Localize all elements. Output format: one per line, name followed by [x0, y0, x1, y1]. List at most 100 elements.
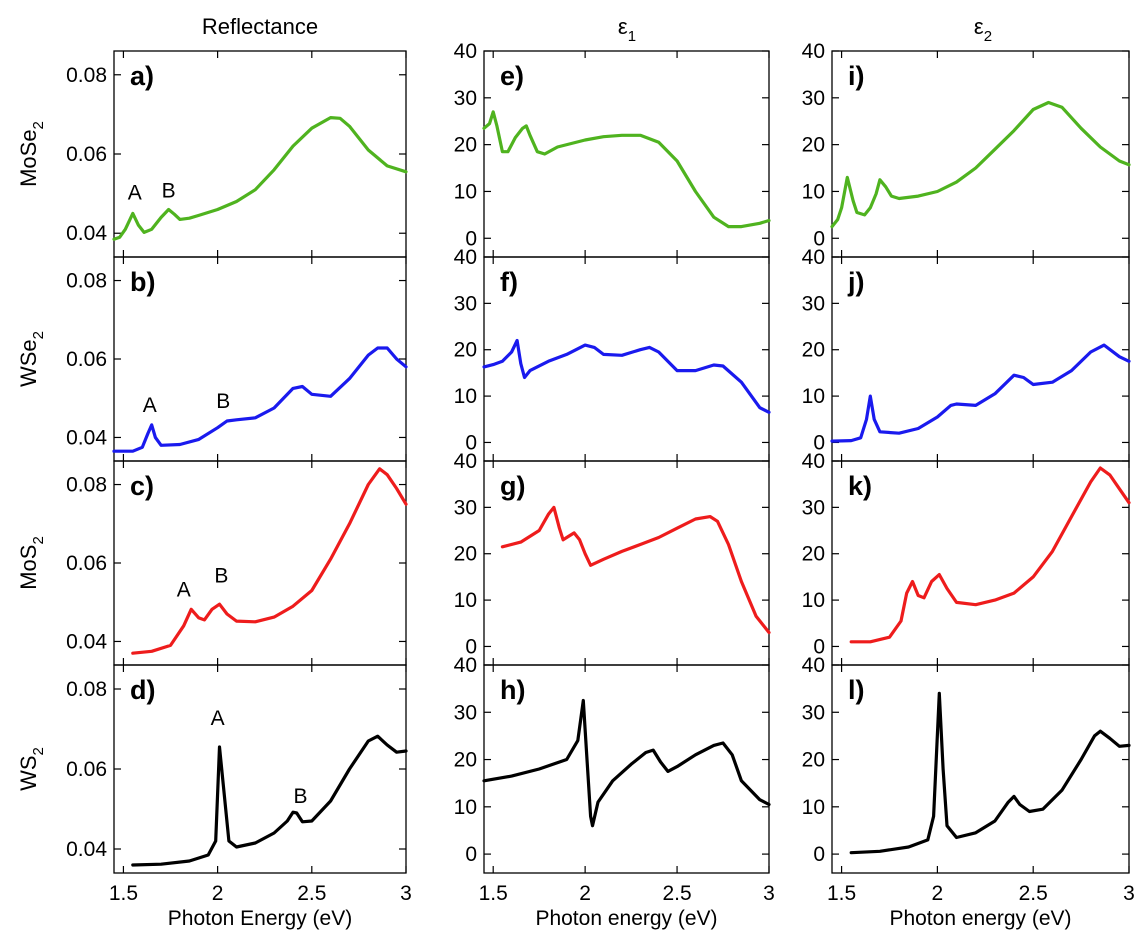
- panel-j-ytick-label: 10: [802, 385, 825, 408]
- panel-f-ytick-label: 0: [465, 431, 477, 454]
- panel-j-ytick-label: 40: [802, 246, 825, 269]
- column-title-1-main: Reflectance: [202, 14, 318, 39]
- panel-i-series-line: [830, 100, 1131, 229]
- panel-f-ytick-label: 20: [454, 339, 477, 362]
- panel-i-ytick-label: 10: [802, 180, 825, 203]
- column-title-2-subscript: 1: [628, 28, 636, 45]
- panel-e-label: e): [500, 61, 524, 91]
- panel-a-ytick-label: 0.06: [66, 143, 107, 166]
- panel-b-ytick-label: 0.06: [66, 348, 107, 371]
- column-title-2-main: ε: [618, 14, 628, 39]
- panel-e-ytick-label: 30: [454, 87, 477, 110]
- row-label-2-main: WSe: [16, 339, 41, 387]
- panel-b-peak-B: B: [216, 390, 230, 413]
- panel-c-peak-B: B: [214, 565, 228, 588]
- panel-h-frame: [483, 664, 770, 874]
- panel-d-xtick-label: 2: [212, 882, 224, 905]
- panel-h-ytick-label: 20: [454, 749, 477, 772]
- x-axis-title-3: Photon energy (eV): [889, 907, 1071, 930]
- panel-j-ytick-label: 30: [802, 292, 825, 315]
- panel-b-ytick-label: 0.04: [66, 426, 107, 449]
- row-label-4-main: WS: [16, 755, 41, 790]
- panel-a-series-line: [112, 116, 408, 241]
- panel-d-xtick-label: 2.5: [297, 882, 326, 905]
- panel-h-xtick-label: 2.5: [662, 882, 691, 905]
- panel-g-frame: [483, 460, 770, 666]
- panel-a-peak-A: A: [128, 182, 142, 205]
- panel-l-ytick-label: 30: [802, 701, 825, 724]
- panel-d-peak-B: B: [293, 785, 307, 808]
- column-title-3: ε2: [974, 14, 992, 45]
- panel-k-ytick-label: 10: [802, 589, 825, 612]
- panel-j-ytick-label: 0: [813, 431, 825, 454]
- panel-c-ytick-label: 0.04: [66, 630, 107, 653]
- row-label-3: MoS2: [16, 536, 47, 590]
- panel-c-peak-A: A: [177, 578, 191, 601]
- panel-c-series-line: [131, 467, 408, 655]
- panel-l-label: l): [848, 675, 865, 705]
- panel-i-ytick-label: 40: [802, 40, 825, 63]
- panel-a-ytick-label: 0.04: [66, 222, 107, 245]
- panel-d-ytick-label: 0.08: [66, 678, 107, 701]
- panel-h-series-line: [482, 698, 771, 828]
- panel-f-series-line: [482, 338, 771, 414]
- panel-a-ytick-label: 0.08: [66, 64, 107, 87]
- row-label-1-main: MoSe: [16, 129, 41, 186]
- panel-i-ytick-label: 0: [813, 227, 825, 250]
- panel-b-peak-A: A: [143, 394, 157, 417]
- panel-f-frame: [483, 256, 770, 462]
- panel-g-ytick-label: 0: [465, 635, 477, 658]
- panel-h-ytick-label: 0: [465, 843, 477, 866]
- panel-l-ytick-label: 10: [802, 796, 825, 819]
- panel-l-ytick-label: 0: [813, 843, 825, 866]
- column-title-1: Reflectance: [202, 14, 318, 39]
- panel-d-xtick-label: 1.5: [109, 882, 138, 905]
- panel-l-xtick-label: 2.5: [1019, 882, 1048, 905]
- panel-h-ytick-label: 40: [454, 654, 477, 677]
- panel-d-label: d): [130, 675, 155, 705]
- panel-e-ytick-label: 40: [454, 40, 477, 63]
- panel-i-label: i): [848, 61, 865, 91]
- panel-l-ytick-label: 40: [802, 654, 825, 677]
- panel-c-label: c): [130, 471, 154, 501]
- panel-l-xtick-label: 1.5: [827, 882, 856, 905]
- row-label-4: WS2: [16, 747, 47, 791]
- x-axis-title-2: Photon energy (eV): [535, 907, 717, 930]
- panel-g-label: g): [500, 471, 525, 501]
- panel-a-peak-B: B: [162, 180, 176, 203]
- panel-l-ytick-label: 20: [802, 749, 825, 772]
- panel-d-series-line: [131, 734, 408, 867]
- panel-h-xtick-label: 2: [579, 882, 591, 905]
- panel-a-label: a): [130, 61, 154, 91]
- panel-g-ytick-label: 30: [454, 496, 477, 519]
- panel-f-ytick-label: 30: [454, 292, 477, 315]
- panel-e-ytick-label: 10: [454, 180, 477, 203]
- row-label-2-subscript: 2: [30, 331, 47, 339]
- x-axis-title-1: Photon Energy (eV): [168, 907, 352, 930]
- column-title-2: ε1: [618, 14, 636, 45]
- row-label-3-subscript: 2: [30, 536, 47, 544]
- panel-k-ytick-label: 20: [802, 543, 825, 566]
- panel-h-label: h): [500, 675, 525, 705]
- panel-e-series-line: [482, 110, 771, 229]
- row-label-3-main: MoS: [16, 545, 41, 590]
- column-title-3-subscript: 2: [984, 28, 992, 45]
- panel-j-series-line: [830, 343, 1131, 443]
- panel-k-ytick-label: 0: [813, 635, 825, 658]
- panel-f-label: f): [500, 267, 518, 297]
- panel-k-ytick-label: 40: [802, 450, 825, 473]
- panel-k-ytick-label: 30: [802, 496, 825, 519]
- row-label-2: WSe2: [16, 331, 47, 387]
- panel-g-series-line: [500, 505, 771, 635]
- panel-h-ytick-label: 30: [454, 701, 477, 724]
- panel-h-ytick-label: 10: [454, 796, 477, 819]
- panel-e-ytick-label: 20: [454, 134, 477, 157]
- panel-l-frame: [831, 664, 1130, 874]
- panel-i-ytick-label: 30: [802, 87, 825, 110]
- row-label-1-subscript: 2: [30, 121, 47, 129]
- panel-f-ytick-label: 10: [454, 385, 477, 408]
- panel-b-frame: [113, 256, 407, 462]
- panel-d-peak-A: A: [211, 707, 225, 730]
- panel-l-series-line: [849, 691, 1131, 855]
